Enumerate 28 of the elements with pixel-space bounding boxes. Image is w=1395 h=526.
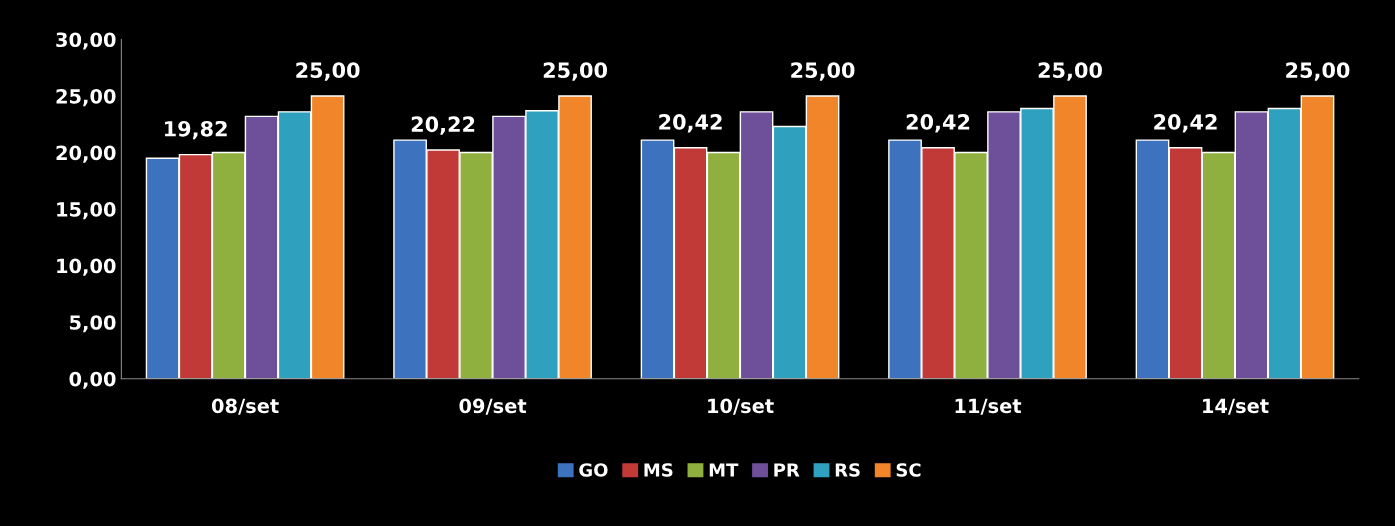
y-tick-label: 5,00 xyxy=(70,315,116,333)
y-tick-label: 0,00 xyxy=(69,371,116,389)
x-tick-label: 10/set xyxy=(708,398,774,415)
data-label: 19,82 xyxy=(165,120,227,140)
data-label: 20,42 xyxy=(906,114,970,133)
x-tick-label: 09/set xyxy=(459,398,527,415)
data-label: 25,00 xyxy=(543,62,608,81)
data-label: 20,42 xyxy=(659,114,722,133)
legend-label: MT xyxy=(709,463,739,477)
data-label: 25,00 xyxy=(1038,62,1102,81)
y-tick-label: 25,00 xyxy=(56,88,116,107)
y-tick-label: 30,00 xyxy=(56,32,116,50)
y-tick-label: 15,00 xyxy=(57,202,116,220)
data-label: 25,00 xyxy=(1286,62,1350,81)
y-tick-label: 10,00 xyxy=(57,258,116,276)
legend-label: SC xyxy=(896,463,921,477)
legend-label: PR xyxy=(774,463,800,477)
legend-label: RS xyxy=(835,463,860,477)
x-tick-label: 14/set xyxy=(1203,398,1269,415)
legend-label: MS xyxy=(644,463,673,477)
data-label: 25,00 xyxy=(791,62,855,81)
x-tick-label: 11/set xyxy=(955,398,1022,415)
data-label: 25,00 xyxy=(296,62,360,81)
data-label: 20,22 xyxy=(411,116,475,135)
y-tick-label: 20,00 xyxy=(56,145,116,163)
x-tick-label: 08/set xyxy=(211,398,279,415)
data-label: 20,42 xyxy=(1154,114,1217,133)
legend-label: GO xyxy=(579,463,608,477)
